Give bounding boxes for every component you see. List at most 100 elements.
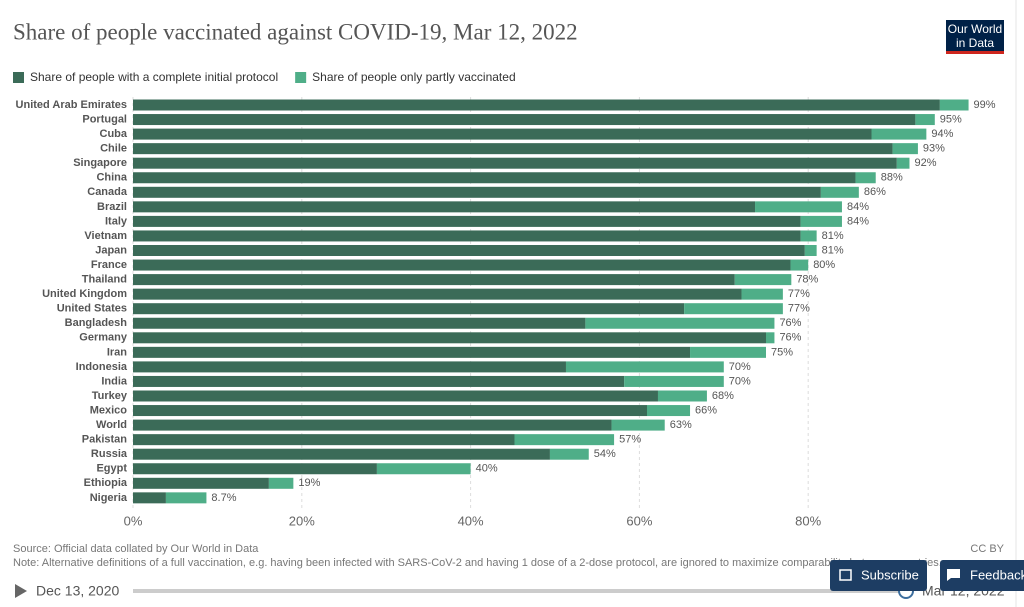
bar — [871, 128, 927, 140]
y-tick-label: Turkey — [92, 390, 128, 402]
bar — [133, 463, 377, 475]
bar — [133, 172, 856, 184]
bar — [611, 419, 665, 431]
bar — [684, 303, 783, 315]
y-tick-label: Mexico — [90, 404, 128, 416]
bar — [133, 157, 897, 169]
y-tick-label: Vietnam — [84, 230, 127, 242]
bar — [133, 274, 735, 286]
bar — [133, 448, 550, 460]
logo-box[interactable] — [946, 20, 1004, 54]
bar — [624, 375, 724, 387]
bar — [820, 186, 859, 198]
total-label: 77% — [788, 288, 810, 300]
y-tick-label: United Kingdom — [42, 288, 127, 300]
bar — [133, 317, 586, 329]
bar — [741, 288, 783, 300]
x-tick-label: 20% — [289, 513, 315, 528]
bar — [133, 143, 893, 155]
total-label: 80% — [813, 259, 835, 271]
y-tick-label: Egypt — [96, 463, 127, 475]
bar — [896, 157, 910, 169]
total-label: 81% — [822, 230, 844, 242]
total-label: 8.7% — [211, 492, 236, 504]
bar — [790, 259, 809, 271]
bar — [800, 215, 842, 227]
y-tick-label: United Arab Emirates — [16, 99, 127, 111]
y-tick-label: Nigeria — [90, 492, 128, 504]
y-tick-label: World — [96, 419, 127, 431]
y-tick-label: Thailand — [82, 274, 127, 286]
logo-text: Our World — [948, 22, 1002, 36]
total-label: 84% — [847, 201, 869, 213]
total-label: 57% — [619, 434, 641, 446]
total-label: 86% — [864, 186, 886, 198]
total-label: 63% — [670, 419, 692, 431]
bar — [133, 405, 647, 417]
y-tick-label: Ethiopia — [84, 477, 128, 489]
subscribe-bg[interactable] — [830, 560, 927, 591]
total-label: 54% — [594, 448, 616, 460]
total-label: 76% — [779, 332, 801, 344]
total-label: 94% — [931, 128, 953, 140]
feedback-bg[interactable] — [940, 560, 1024, 591]
total-label: 66% — [695, 404, 717, 416]
bar — [133, 419, 612, 431]
timeline-start: Dec 13, 2020 — [36, 583, 119, 599]
y-tick-label: Chile — [100, 143, 127, 155]
bar — [133, 230, 801, 242]
x-tick-label: 80% — [795, 513, 821, 528]
y-tick-label: Brazil — [97, 201, 127, 213]
license[interactable]: CC BY — [970, 543, 1004, 555]
total-label: 75% — [771, 346, 793, 358]
bar — [565, 361, 724, 373]
y-tick-label: Russia — [91, 448, 128, 460]
bar — [915, 114, 935, 126]
subscribe-icon — [839, 569, 852, 581]
y-tick-label: France — [91, 259, 127, 271]
total-label: 77% — [788, 303, 810, 315]
x-tick-label: 40% — [458, 513, 484, 528]
y-tick-label: United States — [57, 303, 127, 315]
bar — [133, 114, 916, 126]
legend-label: Share of people only partly vaccinated — [312, 70, 515, 84]
logo[interactable]: Our World in Data — [946, 20, 1004, 54]
total-label: 95% — [940, 113, 962, 125]
bar — [766, 332, 775, 344]
bar — [376, 463, 471, 475]
bar — [734, 274, 792, 286]
y-tick-label: Canada — [87, 186, 128, 198]
total-label: 68% — [712, 390, 734, 402]
feedback-button[interactable]: Feedback — [940, 560, 1024, 591]
y-tick-label: Japan — [95, 244, 127, 256]
total-label: 70% — [729, 361, 751, 373]
bar — [133, 434, 515, 446]
bar — [133, 361, 566, 373]
bar — [133, 201, 756, 213]
y-tick-label: Germany — [79, 332, 128, 344]
bar — [268, 477, 294, 489]
subscribe-label: Subscribe — [861, 567, 919, 582]
bar — [892, 143, 918, 155]
y-tick-label: Pakistan — [82, 434, 128, 446]
play-button[interactable] — [15, 584, 27, 598]
y-tick-label: China — [96, 172, 127, 184]
logo-stripe — [946, 51, 1004, 54]
x-tick-label: 60% — [626, 513, 652, 528]
total-label: 70% — [729, 375, 751, 387]
bar — [165, 492, 207, 504]
subscribe-button[interactable]: Subscribe — [830, 560, 927, 591]
y-tick-label: Singapore — [73, 157, 127, 169]
y-tick-label: Bangladesh — [65, 317, 128, 329]
bar — [690, 346, 766, 358]
total-label: 93% — [923, 143, 945, 155]
bar — [657, 390, 707, 402]
y-tick-label: Indonesia — [76, 361, 128, 373]
note: Note: Alternative definitions of a full … — [13, 557, 942, 569]
bar — [939, 99, 969, 111]
bar — [133, 186, 821, 198]
bar — [585, 317, 775, 329]
bar — [514, 434, 615, 446]
bar — [133, 375, 625, 387]
